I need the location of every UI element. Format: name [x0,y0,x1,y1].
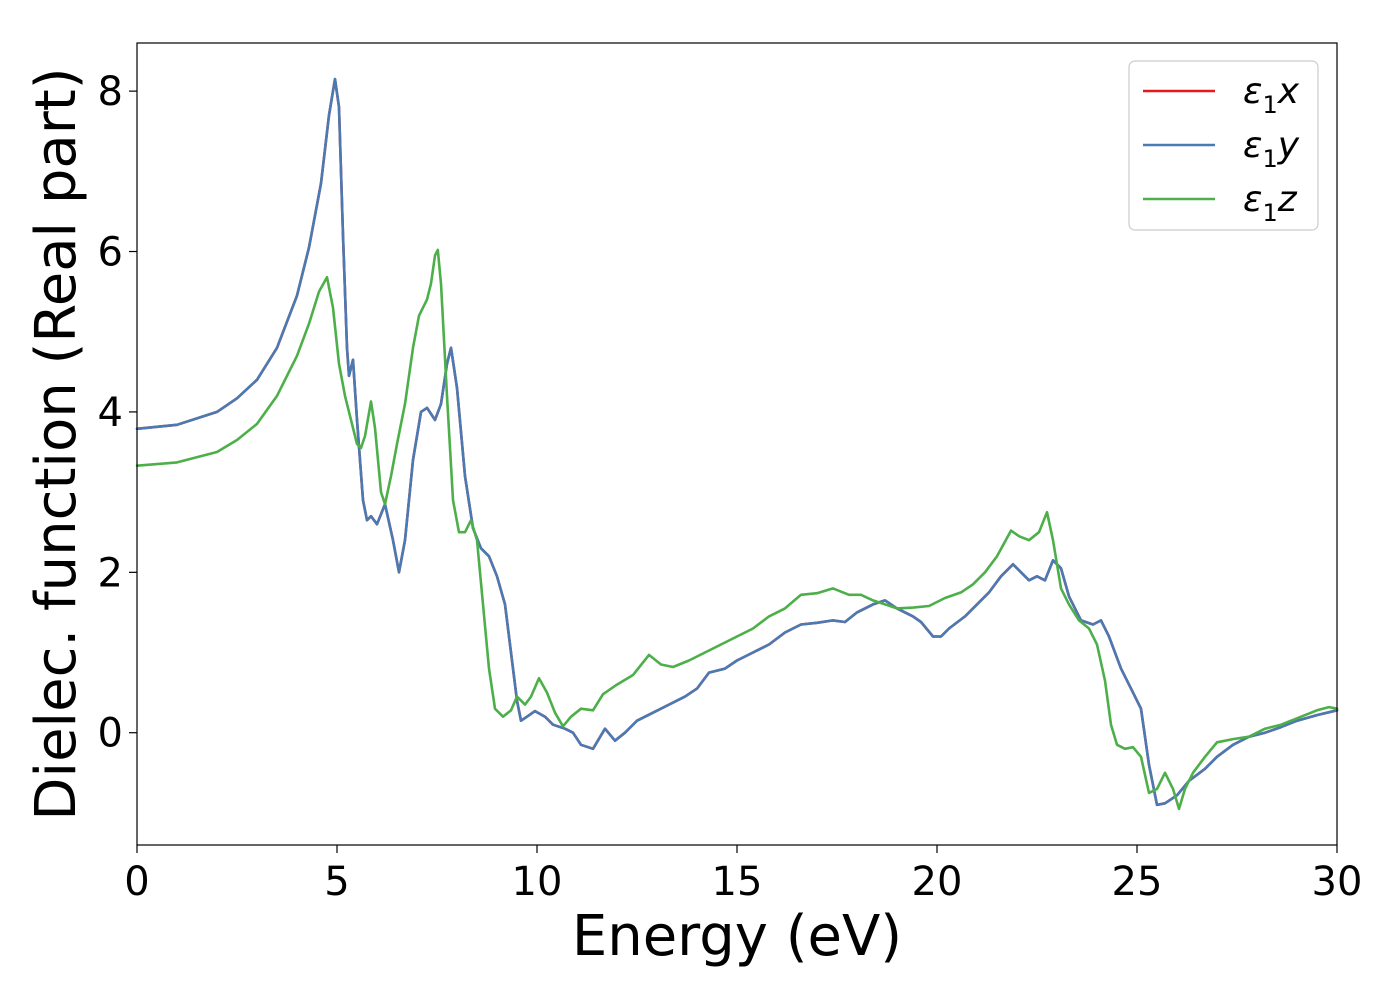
legend: ε1x ε1y ε1z [1128,60,1319,231]
series-line-ε1z [135,248,1339,811]
x-tick-label: 0 [124,859,149,905]
y-tick-label: 2 [98,550,123,596]
x-axis-title: Energy (eV) [572,904,902,969]
y-tick-label: 4 [98,390,123,436]
x-tick-label: 10 [512,859,563,905]
x-tick-label: 20 [912,859,963,905]
y-tick-label: 0 [98,711,123,757]
y-axis-ticks: 0 2 4 6 8 [98,69,137,757]
x-tick-label: 30 [1312,859,1363,905]
legend-label-ε1z: ε1z [1243,179,1298,227]
x-tick-label: 25 [1112,859,1163,905]
series-line-ε1y [135,77,1339,807]
legend-label-ε1x: ε1x [1243,71,1300,119]
x-axis-ticks: 0 5 10 15 20 25 30 [124,845,1362,905]
y-tick-label: 8 [98,69,123,115]
y-tick-label: 6 [98,230,123,276]
legend-box [1128,60,1319,231]
series-layer [135,77,1339,811]
y-axis-title: Dielec. function (Real part) [24,67,89,820]
x-tick-label: 15 [712,859,763,905]
legend-label-ε1y: ε1y [1243,125,1300,173]
x-tick-label: 5 [324,859,349,905]
